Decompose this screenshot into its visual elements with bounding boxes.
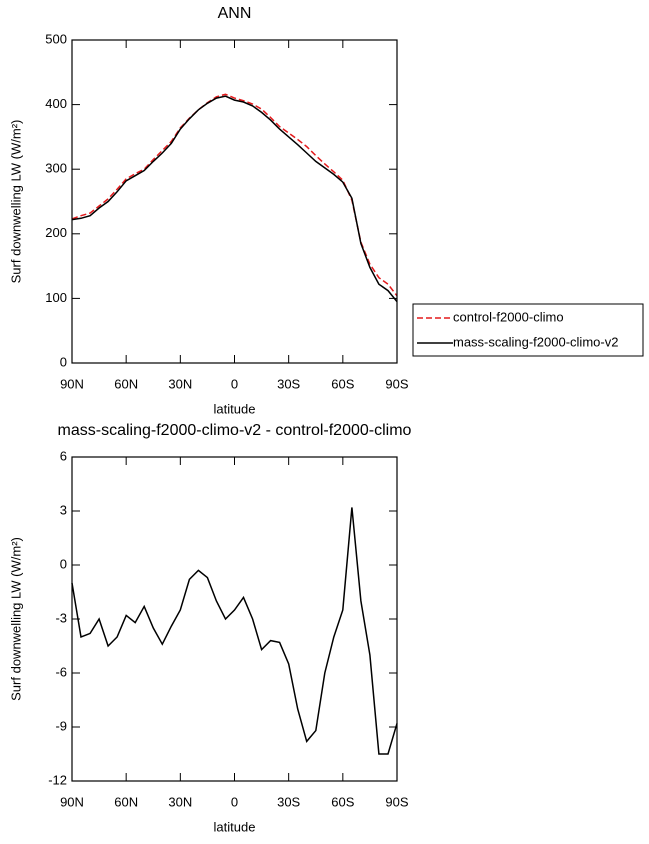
legend-box (412, 303, 644, 357)
y-tick-label: 400 (45, 96, 67, 111)
data-line (71, 507, 398, 755)
y-tick-label: 500 (45, 31, 67, 46)
y-axis-label: Surf downwelling LW (W/m²) (8, 537, 23, 701)
y-tick-label: 6 (60, 448, 67, 463)
x-axis-label: latitude (214, 401, 256, 416)
x-tick-label: 60N (114, 376, 138, 391)
legend-label: control-f2000-climo (453, 309, 564, 324)
x-axis-label: latitude (214, 819, 256, 834)
y-tick-label: 0 (60, 556, 67, 571)
y-tick-label: 0 (60, 354, 67, 369)
x-tick-label: 90S (385, 794, 408, 809)
y-axis-label: Surf downwelling LW (W/m²) (8, 120, 23, 284)
x-tick-label: 30S (277, 376, 300, 391)
x-tick-label: 90N (60, 794, 84, 809)
x-tick-label: 30S (277, 794, 300, 809)
x-tick-label: 0 (231, 376, 238, 391)
data-line (71, 95, 398, 303)
x-tick-label: 60S (331, 794, 354, 809)
data-line (71, 93, 398, 297)
x-tick-label: 60N (114, 794, 138, 809)
x-tick-label: 90N (60, 376, 84, 391)
x-tick-label: 30N (168, 376, 192, 391)
y-tick-label: 200 (45, 225, 67, 240)
x-tick-label: 0 (231, 794, 238, 809)
y-tick-label: -12 (48, 772, 67, 787)
y-tick-label: 100 (45, 290, 67, 305)
x-tick-label: 90S (385, 376, 408, 391)
y-tick-label: -3 (55, 610, 67, 625)
y-tick-label: -6 (55, 664, 67, 679)
chart-title: mass-scaling-f2000-climo-v2 - control-f2… (58, 422, 412, 439)
y-tick-label: -9 (55, 718, 67, 733)
x-tick-label: 60S (331, 376, 354, 391)
plot-frame (71, 39, 398, 364)
legend-label: mass-scaling-f2000-climo-v2 (453, 334, 618, 349)
x-tick-label: 30N (168, 794, 192, 809)
y-tick-label: 300 (45, 161, 67, 176)
y-tick-label: 3 (60, 502, 67, 517)
chart-title: ANN (218, 5, 252, 22)
plot-frame (71, 456, 398, 782)
